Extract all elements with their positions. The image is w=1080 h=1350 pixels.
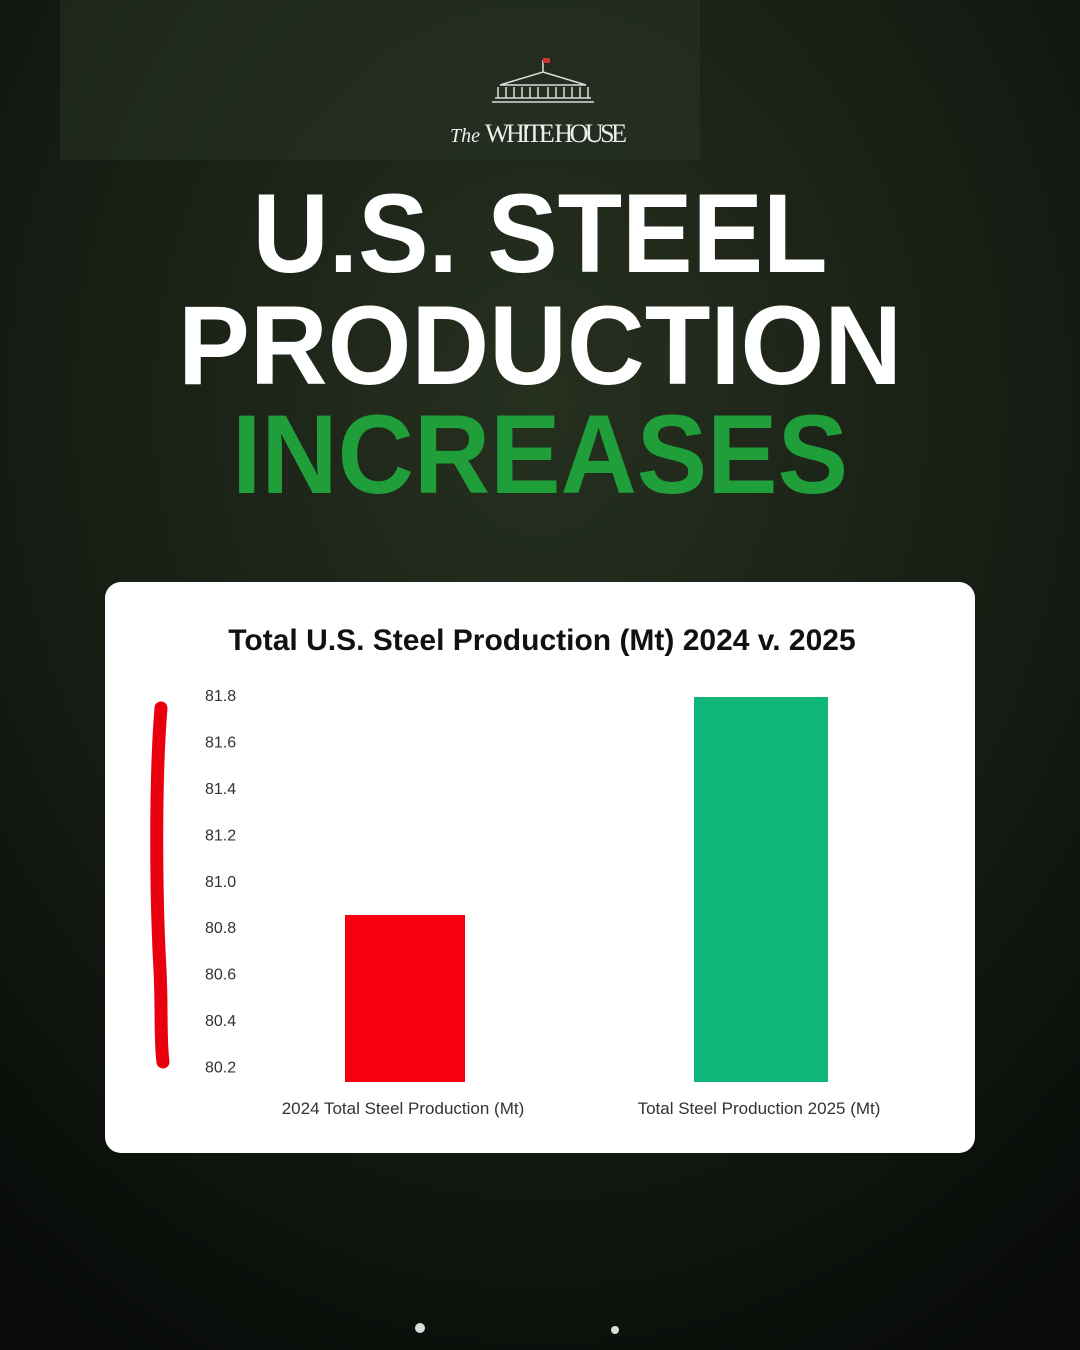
carousel-dot <box>415 1323 425 1333</box>
bar <box>694 697 828 1082</box>
bar <box>345 915 465 1082</box>
logo-flag <box>543 58 550 63</box>
headline: U.S. STEEL <box>253 171 828 296</box>
y-tick-label: 80.2 <box>205 1059 236 1076</box>
y-tick-label: 80.4 <box>205 1013 236 1030</box>
plot: 80.2 80.4 80.6 80.8 81.0 81.2 81.4 81.6 81.8 2024… <box>205 688 880 1118</box>
brand-name: WHITE HOUSE <box>485 119 627 148</box>
annotation-stroke <box>150 701 170 1069</box>
y-tick-label: 80.6 <box>205 967 236 984</box>
flag-shade <box>60 0 700 160</box>
y-tick-label: 81.4 <box>205 781 236 798</box>
y-tick-label: 81.0 <box>205 874 236 891</box>
headline-accent: INCREASES <box>232 392 848 517</box>
y-tick-label: 81.6 <box>205 735 236 752</box>
chart-title: Total U.S. Steel Production (Mt) 2024 v.… <box>228 624 855 657</box>
headline: PRODUCTION <box>178 283 902 408</box>
y-tick-label: 81.2 <box>205 827 236 844</box>
x-tick-label: Total Steel Production 2025 (Mt) <box>638 1099 881 1118</box>
y-tick-label: 80.8 <box>205 920 236 937</box>
brand-prefix: The <box>450 125 480 147</box>
x-tick-label: 2024 Total Steel Production (Mt) <box>282 1099 525 1118</box>
y-tick-label: 81.8 <box>205 688 236 705</box>
carousel-dot <box>611 1326 619 1334</box>
